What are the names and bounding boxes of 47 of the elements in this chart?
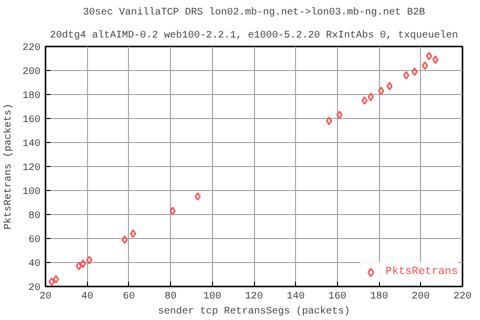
point <box>170 206 176 216</box>
y-tick-label: 100 <box>22 187 41 198</box>
x-tick-label: 20 <box>40 292 52 302</box>
x-tick-label: 160 <box>328 292 346 302</box>
x-tick-label: 80 <box>164 292 177 302</box>
chart-subtitle: 20dtg4 altAIMD-0.2 web100-2.2.1, e1000-5.2.20 RxIntAbs 0, txqueuelen <box>50 30 458 42</box>
y-tick-label: 40 <box>28 259 41 270</box>
x-tick-label: 40 <box>81 292 94 302</box>
x-axis-title: sender tcp RetransSegs (packets) <box>158 306 350 318</box>
legend-label: PktsRetrans <box>385 266 458 278</box>
point <box>130 229 136 238</box>
y-tick-label: 160 <box>22 115 41 126</box>
y-tick-label: 120 <box>22 163 41 174</box>
point <box>80 259 86 268</box>
y-tick-label: 220 <box>22 43 41 54</box>
y-tick-label: 60 <box>28 235 41 246</box>
y-tick-label: 200 <box>22 67 41 78</box>
point <box>378 86 384 96</box>
x-tick-label: 220 <box>454 292 472 302</box>
point <box>194 192 201 201</box>
point <box>48 277 55 286</box>
y-tick-label: 20 <box>28 283 41 294</box>
x-tick-label: 120 <box>245 292 264 302</box>
x-tick-label: 180 <box>370 292 388 302</box>
point <box>432 55 438 64</box>
point <box>422 61 428 70</box>
point <box>386 82 393 90</box>
point <box>411 67 418 76</box>
point <box>368 92 374 102</box>
y-tick-label: 180 <box>22 91 41 102</box>
point <box>52 275 60 284</box>
chart-title: 30sec VanillaTCP DRS lon02.mb-ng.net->lon03.mb-ng.net B2B <box>82 6 426 18</box>
point <box>403 71 410 80</box>
point <box>336 110 343 120</box>
x-tick-label: 100 <box>203 292 222 302</box>
x-tick-label: 60 <box>122 292 135 302</box>
point <box>76 262 82 270</box>
point <box>426 52 432 60</box>
y-tick-label: 140 <box>22 139 41 150</box>
point <box>361 96 368 105</box>
point <box>122 235 128 244</box>
x-tick-label: 140 <box>286 292 305 302</box>
y-axis-title: PktsRetrans (packets) <box>2 103 14 230</box>
y-tick-label: 80 <box>28 211 41 222</box>
x-tick-label: 200 <box>412 292 430 302</box>
point <box>326 116 332 126</box>
point <box>86 256 92 264</box>
